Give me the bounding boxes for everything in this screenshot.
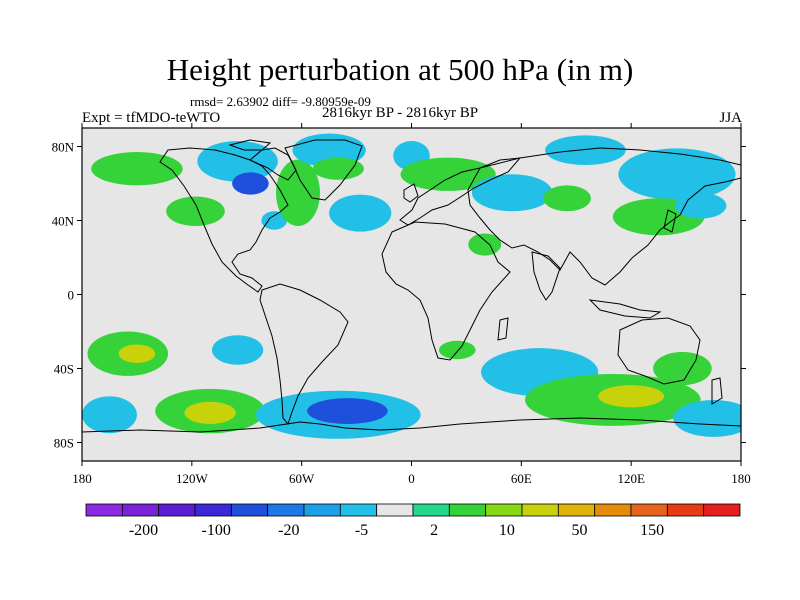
perturbation-region-15 — [618, 148, 736, 201]
perturbation-region-7 — [312, 157, 364, 180]
perturbation-region-31 — [653, 351, 712, 386]
lon-tick-label-4: 60E — [511, 471, 532, 486]
perturbation-region-0 — [91, 152, 183, 186]
perturbation-region-19 — [118, 344, 156, 363]
colorbar-label-4: 2 — [430, 522, 438, 539]
lon-tick-label-0: 180 — [72, 471, 92, 486]
colorbar-box-6 — [303, 503, 341, 517]
perturbation-region-23 — [82, 396, 137, 434]
lon-tick-label-6: 180 — [731, 471, 751, 486]
colorbar-box-12 — [521, 503, 559, 517]
period-label: 2816kyr BP - 2816kyr BP — [321, 105, 479, 121]
lon-tick-label-2: 60W — [289, 471, 315, 486]
lon-tick-label-1: 120W — [176, 471, 209, 486]
lat-tick-label-0: 80N — [52, 140, 75, 155]
colorbar-label-1: -100 — [202, 522, 231, 539]
colorbar-box-14 — [594, 503, 632, 517]
colorbar-label-6: 50 — [572, 522, 588, 539]
lat-tick-label-3: 40S — [54, 362, 74, 377]
coastlines — [82, 139, 741, 433]
perturbation-region-17 — [675, 192, 727, 219]
colorbar-box-17 — [703, 503, 741, 517]
perturbation-region-25 — [307, 398, 388, 424]
colorbar-box-15 — [630, 503, 668, 517]
colorbar-box-13 — [557, 503, 596, 517]
rmsd-stats: rmsd= 2.63902 diff= -9.80959e-09 — [190, 94, 371, 109]
perturbation-region-12 — [543, 185, 591, 212]
plot-title: Height perturbation at 500 hPa (in m) — [166, 52, 634, 87]
perturbation-region-11 — [471, 174, 553, 212]
perturbation-region-22 — [184, 401, 236, 424]
perturbation-region-20 — [211, 335, 264, 365]
colorbar-label-3: -5 — [355, 522, 368, 539]
colorbar-box-4 — [230, 503, 269, 517]
lon-tick-label-5: 120E — [617, 471, 645, 486]
longitude-axis: 180 120W 60W 0 60E 120E 180 — [72, 123, 751, 486]
colorbar-label-0: -200 — [129, 522, 158, 539]
colorbar-label-2: -20 — [278, 522, 299, 539]
colorbar-box-10 — [448, 503, 487, 517]
latitude-axis: 80N 40N 0 40S 80S — [52, 140, 746, 451]
colorbar-box-8 — [376, 503, 414, 517]
colorbar-box-11 — [485, 503, 523, 517]
perturbation-region-29 — [598, 385, 665, 408]
colorbar-box-0 — [85, 503, 123, 517]
perturbation-region-3 — [232, 172, 269, 195]
colorbar-box-9 — [412, 503, 450, 517]
lat-tick-label-1: 40N — [52, 214, 75, 229]
colorbar: -200 -100 -20 -5 2 10 50 150 — [85, 503, 741, 539]
perturbation-region-26 — [438, 340, 476, 360]
perturbation-region-5 — [276, 159, 320, 227]
perturbation-region-13 — [545, 135, 626, 165]
perturbation-region-14 — [468, 233, 502, 256]
experiment-label: Expt = tfMDO-teWTO — [82, 110, 221, 126]
lon-tick-label-3: 0 — [408, 471, 415, 486]
colorbar-label-5: 10 — [499, 522, 515, 539]
colorbar-box-3 — [194, 503, 232, 517]
colorbar-label-7: 150 — [640, 522, 664, 539]
colorbar-box-5 — [267, 503, 305, 517]
colorbar-box-1 — [121, 503, 160, 517]
colorbar-box-16 — [666, 503, 705, 517]
colorbar-box-2 — [158, 503, 196, 517]
perturbation-region-1 — [166, 196, 225, 227]
perturbation-region-8 — [329, 194, 392, 232]
colorbar-box-7 — [339, 503, 378, 517]
lat-tick-label-4: 80S — [54, 436, 74, 451]
perturbation-region-4 — [261, 211, 288, 230]
season-label: JJA — [719, 110, 742, 126]
perturbation-regions — [82, 133, 741, 439]
perturbation-region-30 — [673, 399, 741, 437]
lat-tick-label-2: 0 — [68, 288, 75, 303]
